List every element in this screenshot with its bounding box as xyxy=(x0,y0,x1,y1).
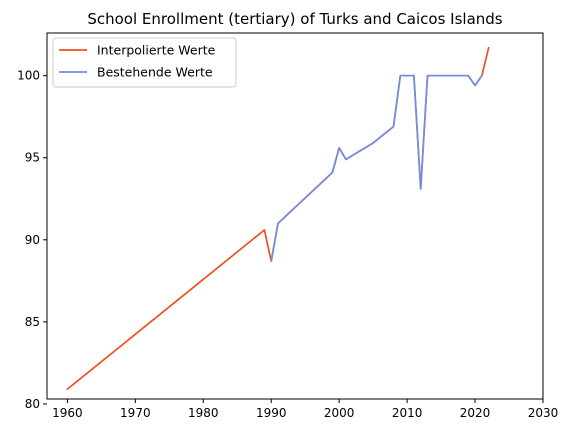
axis-ticks: 1960 1970 1980 1990 2000 2010 2020 2030 80 85 90 95… xyxy=(17,69,558,420)
x-tick-label: 2020 xyxy=(460,406,491,420)
legend-label-2: Bestehende Werte xyxy=(97,65,213,80)
y-tick-label: 80 xyxy=(25,397,40,411)
y-tick-label: 90 xyxy=(25,233,40,247)
series-layer xyxy=(66,46,490,390)
x-tick-label: 2010 xyxy=(392,406,423,420)
y-tick-label: 100 xyxy=(17,69,40,83)
x-tick-label: 1990 xyxy=(256,406,287,420)
x-tick-label: 1970 xyxy=(120,406,151,420)
x-tick-label: 2000 xyxy=(324,406,355,420)
series-line-2 xyxy=(270,74,483,262)
y-tick-label: 85 xyxy=(25,315,40,329)
x-tick-label: 1980 xyxy=(188,406,219,420)
x-tick-label: 2030 xyxy=(528,406,559,420)
legend-box xyxy=(52,37,237,88)
chart-title: School Enrollment (tertiary) of Turks an… xyxy=(87,10,502,28)
y-tick-label: 95 xyxy=(25,151,40,165)
legend-label-1: Interpolierte Werte xyxy=(97,43,216,58)
plot-area-frame xyxy=(46,32,544,400)
legend: Interpolierte Werte Bestehende Werte xyxy=(52,37,237,88)
x-tick-label: 1960 xyxy=(52,406,83,420)
